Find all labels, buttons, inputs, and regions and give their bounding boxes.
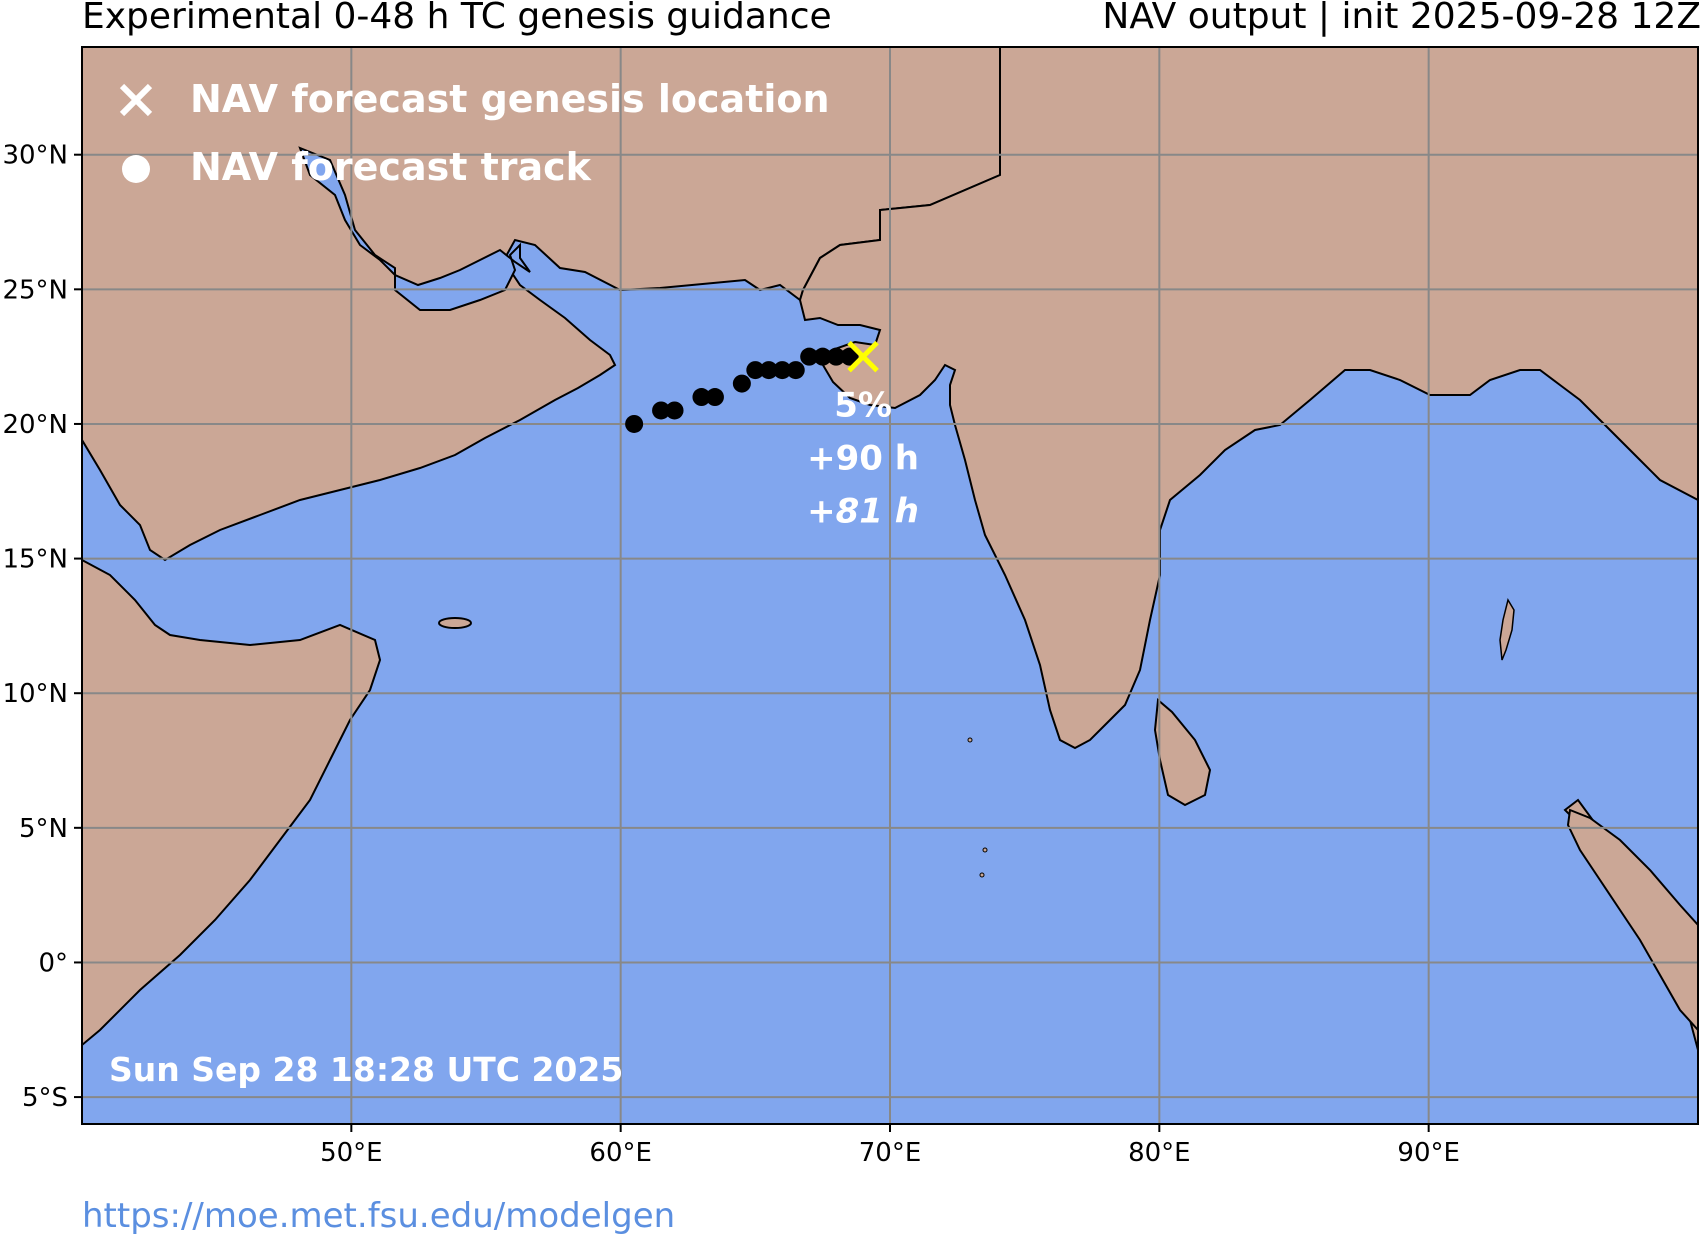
track-point [840, 347, 859, 366]
island-lakshadweep [967, 737, 973, 743]
genesis-probability: 5% [834, 386, 892, 426]
legend-track-label: NAV forecast track [190, 145, 592, 189]
tick-label-lat: 30°N [2, 141, 68, 171]
island-maldives-1 [982, 847, 988, 853]
persian-gulf [298, 146, 531, 311]
land-sri-lanka [1153, 697, 1212, 807]
figure-title: Experimental 0-48 h TC genesis guidance [82, 0, 832, 37]
track-point [759, 361, 778, 380]
legend: NAV forecast genesis location NAV foreca… [119, 77, 830, 189]
tick-label-lat: 15°N [2, 545, 68, 575]
genesis-x-icon [847, 340, 879, 373]
track-point [746, 361, 765, 380]
land-india-asia [798, 47, 1698, 1051]
track-point [625, 414, 644, 433]
tick-label-lon: 60°E [589, 1138, 652, 1168]
track-point [705, 388, 724, 407]
tick-label-lat: 25°N [2, 275, 68, 305]
tick-label-lon: 90°E [1397, 1138, 1460, 1168]
tick-label-lon: 70°E [859, 1138, 922, 1168]
land-socotra [438, 617, 472, 629]
tick-label-lon: 80°E [1128, 1138, 1191, 1168]
island-maldives-2 [979, 872, 985, 878]
track-point [786, 361, 805, 380]
land-andaman [1499, 598, 1515, 661]
x-marker-icon [119, 83, 153, 117]
timestamp-stamp: Sun Sep 28 18:28 UTC 2025 [109, 1050, 623, 1089]
tick-label-lat: 20°N [2, 410, 68, 440]
graticule [82, 47, 1698, 1124]
tick-label-lat: 5°S [22, 1083, 68, 1113]
track-point [665, 401, 684, 420]
track-point [652, 401, 671, 420]
tick-label-lat: 10°N [2, 679, 68, 709]
track-point [813, 347, 832, 366]
tick-label-lat: 0° [38, 948, 68, 978]
genesis-lead-time-alt: +81 h [807, 492, 919, 532]
track-point [692, 388, 711, 407]
legend-genesis-label: NAV forecast genesis location [190, 77, 830, 121]
dot-marker-icon [122, 155, 150, 183]
tick-label-lon: 50°E [320, 1138, 383, 1168]
land-layer [82, 47, 1698, 1051]
run-info-title: NAV output | init 2025-09-28 12Z [1102, 0, 1701, 37]
land-africa-horn [82, 558, 382, 1047]
land-sumatra [1566, 808, 1698, 1032]
genesis-lead-time: +90 h [807, 439, 919, 479]
tick-labels: 50°E 60°E 70°E 80°E 90°E 30°N 25°N 20°N 15°N 10°N… [2, 141, 1459, 1168]
tick-label-lat: 5°N [19, 814, 68, 844]
genesis-marker-group [847, 340, 879, 373]
track-point [732, 374, 751, 393]
forecast-track [625, 347, 859, 433]
source-url-link[interactable]: https://moe.met.fsu.edu/modelgen [82, 1196, 676, 1236]
track-point [827, 347, 846, 366]
track-point [800, 347, 819, 366]
track-point [773, 361, 792, 380]
